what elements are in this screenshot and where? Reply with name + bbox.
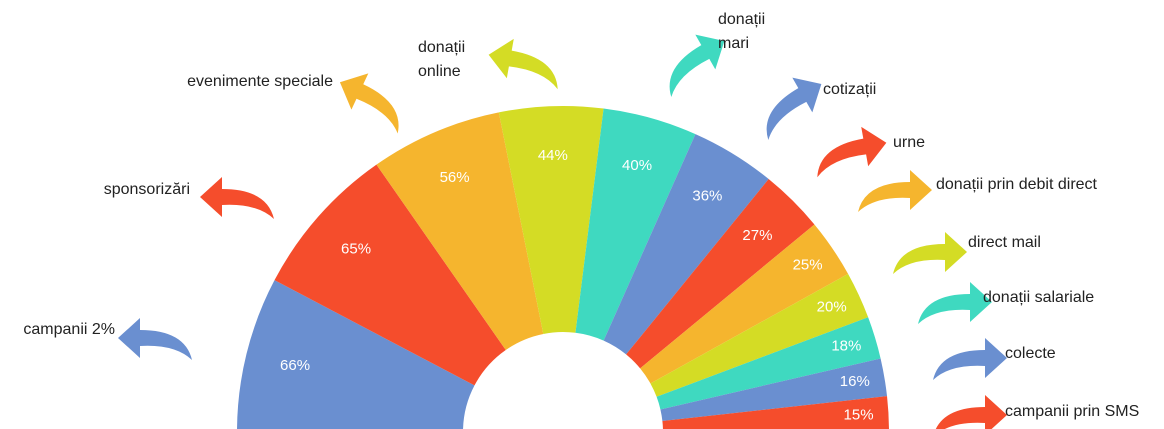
value-label: 20% <box>817 299 847 316</box>
label-line: mari <box>718 35 749 52</box>
category-label: donații online <box>418 39 465 80</box>
category-label: evenimente speciale <box>187 73 333 90</box>
arrow <box>118 318 192 360</box>
segment <box>626 179 815 369</box>
arrow <box>817 126 887 178</box>
value-label: 25% <box>793 256 823 273</box>
arrow-body <box>935 395 1007 429</box>
arrow-body <box>766 77 822 141</box>
value-label: 66% <box>280 357 310 374</box>
category-label: colecte <box>1005 345 1056 362</box>
segment <box>498 106 604 334</box>
segment <box>660 358 888 422</box>
label-line: online <box>418 63 461 80</box>
arrow <box>669 34 725 98</box>
arrow-body <box>488 38 558 90</box>
category-label: donații salariale <box>983 289 1094 306</box>
arrow <box>893 232 967 274</box>
arrow <box>200 177 274 219</box>
value-label: 44% <box>538 147 568 164</box>
category-label: donații prin debit direct <box>936 176 1098 193</box>
category-label: cotizații <box>823 81 876 98</box>
arrow-body <box>918 282 992 324</box>
value-label: 15% <box>844 407 874 424</box>
arrow-body <box>118 318 192 360</box>
arrow <box>766 77 822 141</box>
arrow <box>339 73 399 134</box>
value-label: 56% <box>440 169 470 186</box>
arrow-body <box>933 338 1007 380</box>
arrow-body <box>200 177 274 219</box>
segment <box>274 164 506 386</box>
value-label: 16% <box>840 373 870 390</box>
category-label: urne <box>893 134 925 151</box>
segment <box>237 280 475 429</box>
value-label: 65% <box>341 240 371 257</box>
segment <box>650 273 869 397</box>
arrow-body <box>893 232 967 274</box>
arrow-body <box>858 170 932 212</box>
label-line: donații <box>418 39 465 56</box>
arrow <box>858 170 932 212</box>
category-label: campanii 2% <box>23 321 115 338</box>
category-label: donații mari <box>718 11 765 52</box>
category-label: campanii prin SMS <box>1005 403 1139 420</box>
label-line: donații <box>718 11 765 28</box>
category-label: direct mail <box>968 234 1041 251</box>
arrow <box>918 282 992 324</box>
arrow-body <box>339 73 399 134</box>
arrow <box>935 395 1007 429</box>
arrow-body <box>669 34 725 98</box>
segment <box>640 224 849 384</box>
segment <box>376 112 544 350</box>
value-label: 18% <box>831 337 861 354</box>
value-label: 27% <box>742 227 772 244</box>
segment <box>575 108 696 341</box>
category-label: sponsorizări <box>104 181 190 198</box>
value-label: 40% <box>622 157 652 174</box>
segment <box>603 134 769 355</box>
arrow <box>933 338 1007 380</box>
arrow-body <box>817 126 887 178</box>
segment <box>662 396 889 429</box>
segment <box>656 317 881 410</box>
arrow <box>488 38 558 90</box>
value-label: 36% <box>692 188 722 205</box>
